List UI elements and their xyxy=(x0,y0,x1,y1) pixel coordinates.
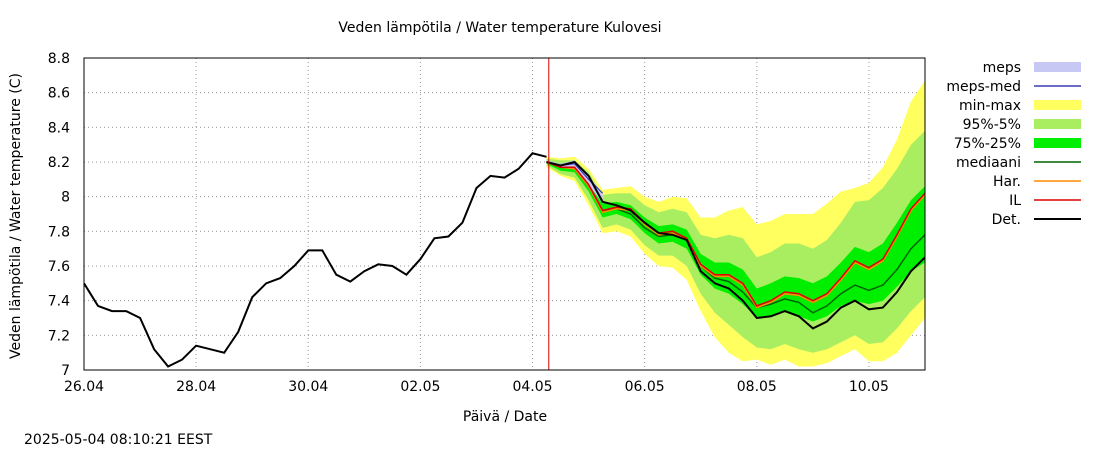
y-tick-label: 7.8 xyxy=(48,224,70,240)
band-95-5 xyxy=(546,130,925,353)
legend: meps meps-med min-max 95%-5% 75%-25% mediaani… xyxy=(946,60,1081,228)
legend-label: min-max xyxy=(959,98,1021,114)
x-tick-label: 26.04 xyxy=(64,379,104,395)
x-tick-label: 28.04 xyxy=(176,379,216,395)
y-tick-label: 8.4 xyxy=(48,120,70,136)
band-75-25 xyxy=(546,160,925,322)
chart-title: Veden lämpötila / Water temperature Kulo… xyxy=(338,20,661,36)
y-tick-label: 7.4 xyxy=(48,294,70,310)
y-tick-label: 8 xyxy=(61,190,70,206)
legend-label: Har. xyxy=(993,174,1021,190)
x-tick-label: 08.05 xyxy=(737,379,777,395)
x-axis-label: Päivä / Date xyxy=(463,409,547,425)
x-tick-label: 02.05 xyxy=(400,379,440,395)
series-det xyxy=(546,160,926,330)
y-tick-label: 8.8 xyxy=(48,51,70,67)
legend-swatch xyxy=(1034,119,1081,129)
x-tick-label: 06.05 xyxy=(625,379,665,395)
plot-frame xyxy=(83,57,926,371)
y-tick-label: 7 xyxy=(61,363,70,379)
series-observed xyxy=(83,152,547,368)
legend-label: Det. xyxy=(992,212,1021,228)
legend-label: IL xyxy=(1009,193,1021,209)
legend-swatch xyxy=(1034,62,1081,72)
x-tick-label: 04.05 xyxy=(512,379,552,395)
timestamp: 2025-05-04 08:10:21 EEST xyxy=(24,432,213,448)
legend-swatch xyxy=(1034,138,1081,148)
y-tick-label: 7.2 xyxy=(48,328,70,344)
series-il xyxy=(546,161,926,307)
legend-label: meps xyxy=(983,60,1021,76)
legend-label: 75%-25% xyxy=(954,136,1021,152)
y-tick-label: 7.6 xyxy=(48,259,70,275)
y-tick-label: 8.6 xyxy=(48,86,70,102)
series-har xyxy=(546,161,926,309)
x-tick-label: 30.04 xyxy=(288,379,328,395)
legend-label: meps-med xyxy=(946,79,1021,95)
legend-label: mediaani xyxy=(956,155,1021,171)
series-mediaani xyxy=(546,161,926,314)
y-axis-label: Veden lämpötila / Water temperature (C) xyxy=(8,73,24,359)
legend-label: 95%-5% xyxy=(963,117,1021,133)
legend-swatch xyxy=(1034,100,1081,110)
y-tick-label: 8.2 xyxy=(48,155,70,171)
x-tick-label: 10.05 xyxy=(849,379,889,395)
